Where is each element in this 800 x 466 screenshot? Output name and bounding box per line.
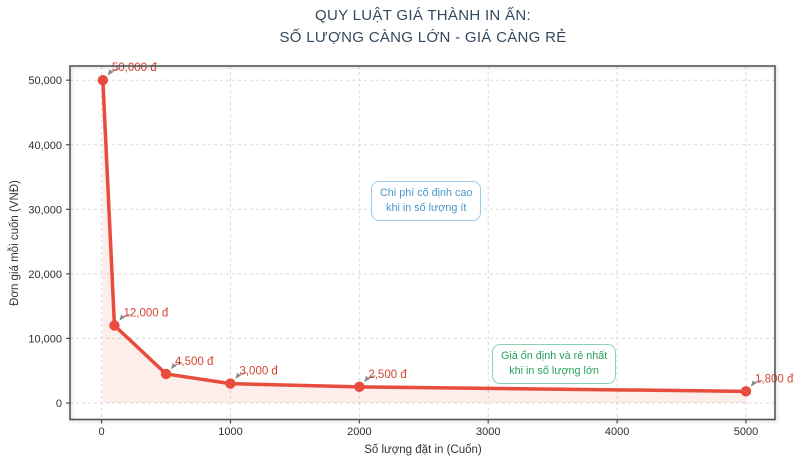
label-arrow bbox=[107, 68, 119, 76]
label-arrow bbox=[364, 375, 376, 383]
y-tick-label: 50,000 bbox=[28, 75, 62, 87]
chart-title-line1: QUY LUẬT GIÁ THÀNH IN ẤN: bbox=[315, 7, 531, 24]
chart-title-line2: SỐ LƯỢNG CÀNG LỚN - GIÁ CÀNG RẺ bbox=[279, 29, 567, 46]
data-point bbox=[354, 381, 365, 393]
series-area bbox=[102, 80, 747, 403]
data-point-label: 4,500 đ bbox=[175, 356, 214, 368]
data-point bbox=[160, 368, 172, 380]
x-tick-label: 0 bbox=[99, 426, 105, 438]
series-line bbox=[101, 78, 748, 394]
y-tick-label: 40,000 bbox=[28, 140, 62, 152]
x-tick-label: 1000 bbox=[218, 426, 242, 438]
data-point-label: 12,000 đ bbox=[123, 308, 168, 320]
label-arrow bbox=[235, 372, 247, 379]
x-tick-label: 2000 bbox=[347, 426, 371, 438]
label-arrow bbox=[119, 313, 131, 321]
label-arrow bbox=[750, 379, 763, 387]
label-arrow bbox=[170, 362, 183, 370]
x-tick-label: 5000 bbox=[734, 426, 758, 438]
data-point bbox=[225, 378, 236, 389]
data-point bbox=[109, 320, 120, 331]
y-axis-title: Đơn giá mỗi cuốn (VNĐ) bbox=[9, 180, 21, 306]
annotation-low-quantity-line1: Chi phí cố định cao bbox=[380, 187, 473, 199]
data-point-label: 2,500 đ bbox=[368, 369, 407, 381]
x-tick-label: 4000 bbox=[605, 426, 629, 438]
data-point-label: 3,000 đ bbox=[239, 366, 278, 378]
y-tick-label: 10,000 bbox=[28, 333, 62, 345]
axis-frame bbox=[69, 65, 776, 421]
annotation-high-quantity: Giá ổn định và rẻ nhất khi in số lượng l… bbox=[492, 344, 617, 384]
y-tick-label: 0 bbox=[56, 398, 62, 410]
annotation-high-quantity-line1: Giá ổn định và rẻ nhất bbox=[501, 350, 608, 362]
data-point bbox=[740, 386, 752, 397]
annotation-low-quantity-line2: khi in số lượng ít bbox=[386, 201, 467, 214]
annotation-high-quantity-line2: khi in số lượng lớn bbox=[509, 364, 600, 377]
data-point-label: 50,000 đ bbox=[112, 62, 157, 74]
x-axis-title: Số lượng đặt in (Cuốn) bbox=[364, 444, 482, 456]
chart-title: QUY LUẬT GIÁ THÀNH IN ẤN: SỐ LƯỢNG CÀNG … bbox=[279, 5, 566, 49]
y-tick-label: 30,000 bbox=[28, 204, 62, 216]
annotation-low-quantity: Chi phí cố định cao khi in số lượng ít bbox=[371, 181, 482, 221]
x-tick-label: 3000 bbox=[476, 426, 500, 438]
data-point bbox=[97, 75, 109, 86]
y-tick-label: 20,000 bbox=[28, 269, 62, 281]
